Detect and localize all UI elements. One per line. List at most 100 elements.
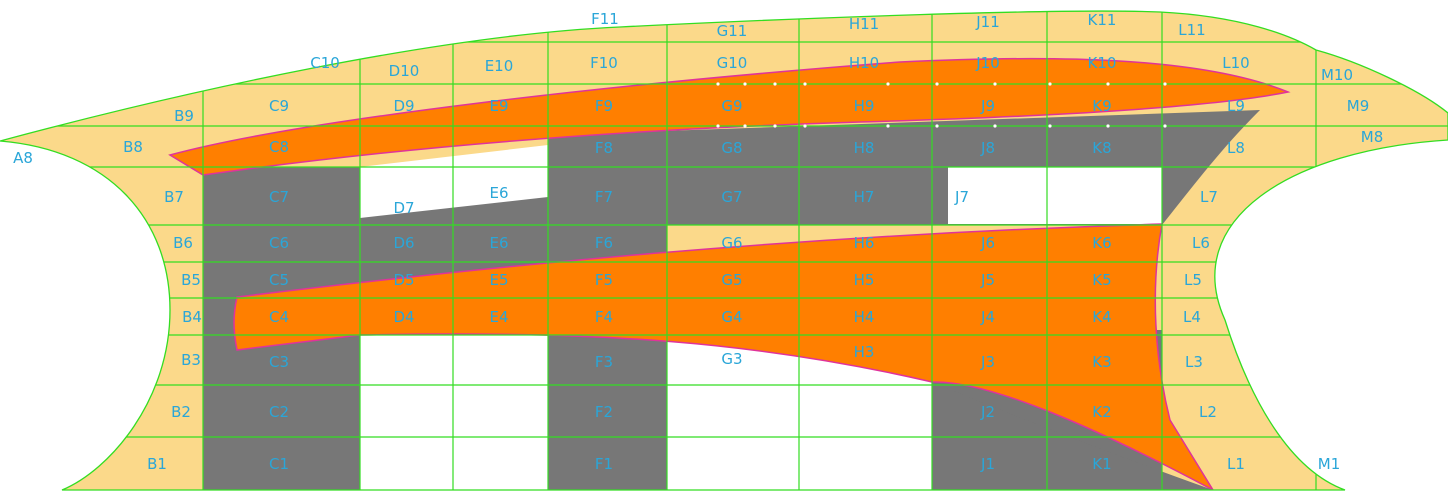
- grid-label-m8: M8: [1361, 128, 1384, 146]
- grid-label-g9: G9: [721, 97, 742, 115]
- grid-label-l11: L11: [1178, 21, 1205, 39]
- grid-label-m10: M10: [1321, 66, 1353, 84]
- grid-label-f2: F2: [595, 403, 613, 421]
- grid-label-g8: G8: [721, 139, 742, 157]
- grid-label-b8: B8: [123, 138, 143, 156]
- grid-label-g6: G6: [721, 234, 742, 252]
- grid-label-a8: A8: [13, 149, 33, 167]
- grid-label-h4: H4: [854, 308, 875, 326]
- grid-label-m9: M9: [1347, 97, 1370, 115]
- grid-label-c2: C2: [269, 403, 289, 421]
- grid-label-l8: L8: [1227, 139, 1245, 157]
- grid-label-j4: J4: [980, 308, 995, 326]
- grid-label-c10: C10: [310, 54, 340, 72]
- grid-label-l6: L6: [1192, 234, 1210, 252]
- grid-label-e10: E10: [485, 57, 514, 75]
- grid-label-b7: B7: [164, 188, 184, 206]
- grid-label-j10: J10: [975, 54, 1000, 72]
- marker-dot: [716, 82, 720, 86]
- grid-label-f6: F6: [595, 234, 613, 252]
- void-lower-middle: [360, 330, 932, 490]
- grid-label-g10: G10: [717, 54, 748, 72]
- marker-dot: [803, 124, 807, 128]
- grid-label-c4: C4: [269, 308, 289, 326]
- grid-label-j7: J7: [954, 188, 969, 206]
- marker-dot: [1048, 124, 1052, 128]
- grid-label-l2: L2: [1199, 403, 1217, 421]
- grid-label-f9: F9: [595, 97, 613, 115]
- grid-label-c6: C6: [269, 234, 289, 252]
- marker-dot: [935, 82, 939, 86]
- grid-label-d7: D7: [393, 199, 414, 217]
- grid-label-h5: H5: [854, 271, 875, 289]
- grid-label-k4: K4: [1092, 308, 1111, 326]
- grid-label-f11: F11: [591, 10, 619, 28]
- marker-dots: [716, 82, 1167, 128]
- grid-label-j9: J9: [980, 97, 995, 115]
- marker-dot: [1163, 82, 1167, 86]
- orange-bands: [168, 57, 1291, 490]
- grid-label-f5: F5: [595, 271, 613, 289]
- grid-label-l3: L3: [1185, 353, 1203, 371]
- grid-label-h11: H11: [849, 15, 879, 33]
- grid-label-k10: K10: [1088, 54, 1117, 72]
- grid-label-k11: K11: [1088, 11, 1117, 29]
- grid-label-e6: E6: [489, 184, 508, 202]
- grid-label-c1: C1: [269, 455, 289, 473]
- grid-label-c9: C9: [269, 97, 289, 115]
- grid-label-e4: E4: [489, 308, 508, 326]
- gray-corner-j1: [932, 382, 1213, 490]
- grid-label-k1: K1: [1092, 455, 1111, 473]
- marker-dot: [1106, 82, 1110, 86]
- marker-dot: [773, 82, 777, 86]
- grid-label-l5: L5: [1184, 271, 1202, 289]
- grid-label-j1: J1: [980, 455, 995, 473]
- grid-label-c3: C3: [269, 353, 289, 371]
- grid-label-f3: F3: [595, 353, 613, 371]
- grid-label-j11: J11: [975, 13, 1000, 31]
- grid-label-e9: E9: [489, 97, 508, 115]
- marker-dot: [993, 124, 997, 128]
- grid-label-f1: F1: [595, 455, 613, 473]
- marker-dot: [886, 124, 890, 128]
- grid-label-d4: D4: [393, 308, 414, 326]
- grid-label-e5: E5: [489, 271, 508, 289]
- grid-label-f7: F7: [595, 188, 613, 206]
- grid-label-b5: B5: [181, 271, 201, 289]
- grid-label-c7: C7: [269, 188, 289, 206]
- grid-label-h7: H7: [854, 188, 875, 206]
- grid-label-h8: H8: [854, 139, 875, 157]
- grid-label-e6: E6: [489, 234, 508, 252]
- grid-label-d5: D5: [393, 271, 414, 289]
- grid-label-j3: J3: [980, 353, 995, 371]
- grid-label-h10: H10: [849, 54, 879, 72]
- grid-label-f10: F10: [590, 54, 618, 72]
- grid-label-c8: C8: [269, 138, 289, 156]
- grid-label-f4: F4: [595, 308, 613, 326]
- void-j7-k7: [948, 167, 1162, 224]
- marker-dot: [993, 82, 997, 86]
- grid-label-j8: J8: [980, 139, 995, 157]
- marker-dot: [743, 124, 747, 128]
- grid-label-k9: K9: [1092, 97, 1111, 115]
- grid-label-b9: B9: [174, 107, 194, 125]
- grid-label-l10: L10: [1222, 54, 1249, 72]
- grid-label-h6: H6: [854, 234, 875, 252]
- orange-band-upper: [168, 57, 1291, 176]
- marker-dot: [773, 124, 777, 128]
- grid-label-d6: D6: [393, 234, 414, 252]
- marker-dot: [935, 124, 939, 128]
- grid-label-k5: K5: [1092, 271, 1111, 289]
- grid-label-b4: B4: [182, 308, 202, 326]
- marker-dot: [803, 82, 807, 86]
- grid-label-k6: K6: [1092, 234, 1111, 252]
- grid-label-g3: G3: [721, 350, 742, 368]
- grid-label-l9: L9: [1227, 97, 1245, 115]
- marker-dot: [716, 124, 720, 128]
- grid-label-j5: J5: [980, 271, 995, 289]
- grid-labels: F11 G11 H11 J11 K11 L11 C10 D10 E10 F10 G10 H10 J10 K…: [13, 10, 1383, 473]
- void-d7-e6: [360, 145, 548, 218]
